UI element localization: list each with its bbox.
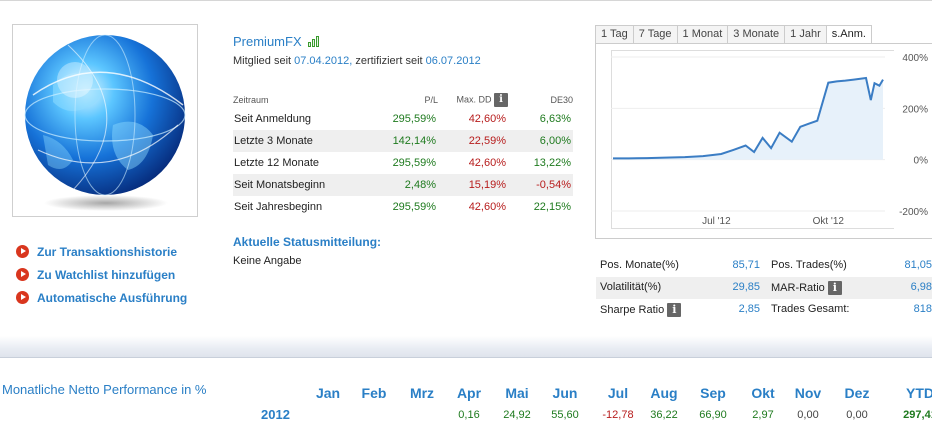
table-row: Seit Jahresbeginn 295,59% 42,60% 22,15% [234,201,571,213]
month-value-apr: 0,16 [458,409,480,421]
membership-info: Mitglied seit 07.04.2012, zertifiziert s… [233,55,481,67]
action-links: Zur Transaktionshistorie Zu Watchlist hi… [16,240,187,309]
table-header: Zeitraum P/L Max. DD i DE30 [233,92,573,108]
table-row: Letzte 12 Monate 295,59% 42,60% 13,22% [234,157,571,169]
month-value-sep: 66,90 [699,409,727,421]
info-icon[interactable]: i [827,281,842,295]
month-header-jul: Jul [607,385,629,401]
month-value-nov: 0,00 [797,409,819,421]
section-divider [0,336,932,358]
month-header-ytd: YTD [906,385,932,401]
tab-7-days[interactable]: 7 Tage [632,25,677,44]
y-tick-label: -200% [899,207,928,218]
month-value-okt: 2,97 [752,409,774,421]
tab-3-months[interactable]: 3 Monate [727,25,785,44]
play-arrow-icon [16,268,29,281]
y-tick-label: 400% [902,53,928,64]
col-maxdd: Max. DD i [438,92,508,108]
trader-name-link[interactable]: PremiumFX [233,34,302,49]
performance-table: Zeitraum P/L Max. DD i DE30 Seit Anmeldu… [233,92,573,218]
month-header-feb: Feb [361,385,387,401]
month-value-aug: 36,22 [650,409,678,421]
play-arrow-icon [16,291,29,304]
tab-1-year[interactable]: 1 Jahr [784,25,826,44]
x-tick-label: Okt '12 [813,216,845,227]
month-value-mai: 24,92 [503,409,531,421]
month-headers: Jan Feb Mrz Apr Mai Jun Jul Aug Sep Okt Nov Dez YTD [0,385,932,401]
month-values-row: 0,16 24,92 55,60 -12,78 36,22 66,90 2,97 0,00 0,… [0,409,932,425]
auto-execution-link[interactable]: Automatische Ausführung [16,286,187,309]
month-header-okt: Okt [751,385,775,401]
performance-chart: 400% 200% 0% -200% Jul '12 Okt '12 [611,53,929,227]
col-de30: DE30 [550,95,573,105]
tab-since-signup[interactable]: s.Anm. [825,25,872,44]
month-header-jan: Jan [315,385,341,401]
series-area [613,78,883,160]
tab-1-month[interactable]: 1 Monat [676,25,728,44]
table-row: Letzte 3 Monate 142,14% 22,59% 6,00% [233,130,573,152]
monthly-performance-title: Monatliche Netto Performance in % [2,382,207,397]
table-row: Seit Monatsbeginn 2,48% 15,19% -0,54% [233,174,573,196]
month-value-jul: -12,78 [602,409,634,421]
status-text: Keine Angabe [233,255,302,267]
stats-panel: Pos. Monate(%) 85,71 Pos. Trades(%) 81,0… [596,255,932,321]
table-row: Seit Anmeldung 295,59% 42,60% 6,63% [234,113,571,125]
info-icon[interactable]: i [494,93,508,107]
play-arrow-icon [16,245,29,258]
y-tick-label: 0% [914,156,929,167]
stats-row: Pos. Monate(%) 85,71 Pos. Trades(%) 81,0… [600,259,932,271]
top-border [0,0,932,4]
y-tick-label: 200% [902,104,928,115]
stats-row: Volatilität(%) 29,85 MAR-Ratio i 6,98 [596,277,932,299]
month-header-mai: Mai [505,385,529,401]
year-label: 2012 [261,407,290,422]
series-line [613,76,884,160]
rating-bars-icon [307,36,319,47]
month-value-jun: 55,60 [551,409,579,421]
col-period: Zeitraum [233,95,269,105]
chart-range-tabs: 1 Tag 7 Tage 1 Monat 3 Monate 1 Jahr s.A… [595,25,872,44]
profile-header: PremiumFX Mitglied seit 07.04.2012, zert… [233,34,578,67]
avatar [12,24,198,217]
month-header-apr: Apr [456,385,482,401]
chart-plot-area [611,50,894,229]
status-title: Aktuelle Statusmitteilung: [233,235,382,249]
month-header-mrz: Mrz [409,385,435,401]
month-header-aug: Aug [650,385,678,401]
tab-1-day[interactable]: 1 Tag [595,25,633,44]
stats-row: Sharpe Ratio i 2,85 Trades Gesamt: 818 [600,303,932,317]
transaction-history-link[interactable]: Zur Transaktionshistorie [16,240,187,263]
info-icon[interactable]: i [667,303,682,317]
month-value-dez: 0,00 [846,409,868,421]
month-header-sep: Sep [700,385,726,401]
x-tick-label: Jul '12 [702,216,731,227]
globe-image [24,34,186,211]
month-header-nov: Nov [794,385,822,401]
month-value-ytd: 297,41 [903,409,932,421]
month-header-jun: Jun [552,385,578,401]
add-watchlist-link[interactable]: Zu Watchlist hinzufügen [16,263,187,286]
col-pl: P/L [424,95,438,105]
month-header-dez: Dez [844,385,870,401]
